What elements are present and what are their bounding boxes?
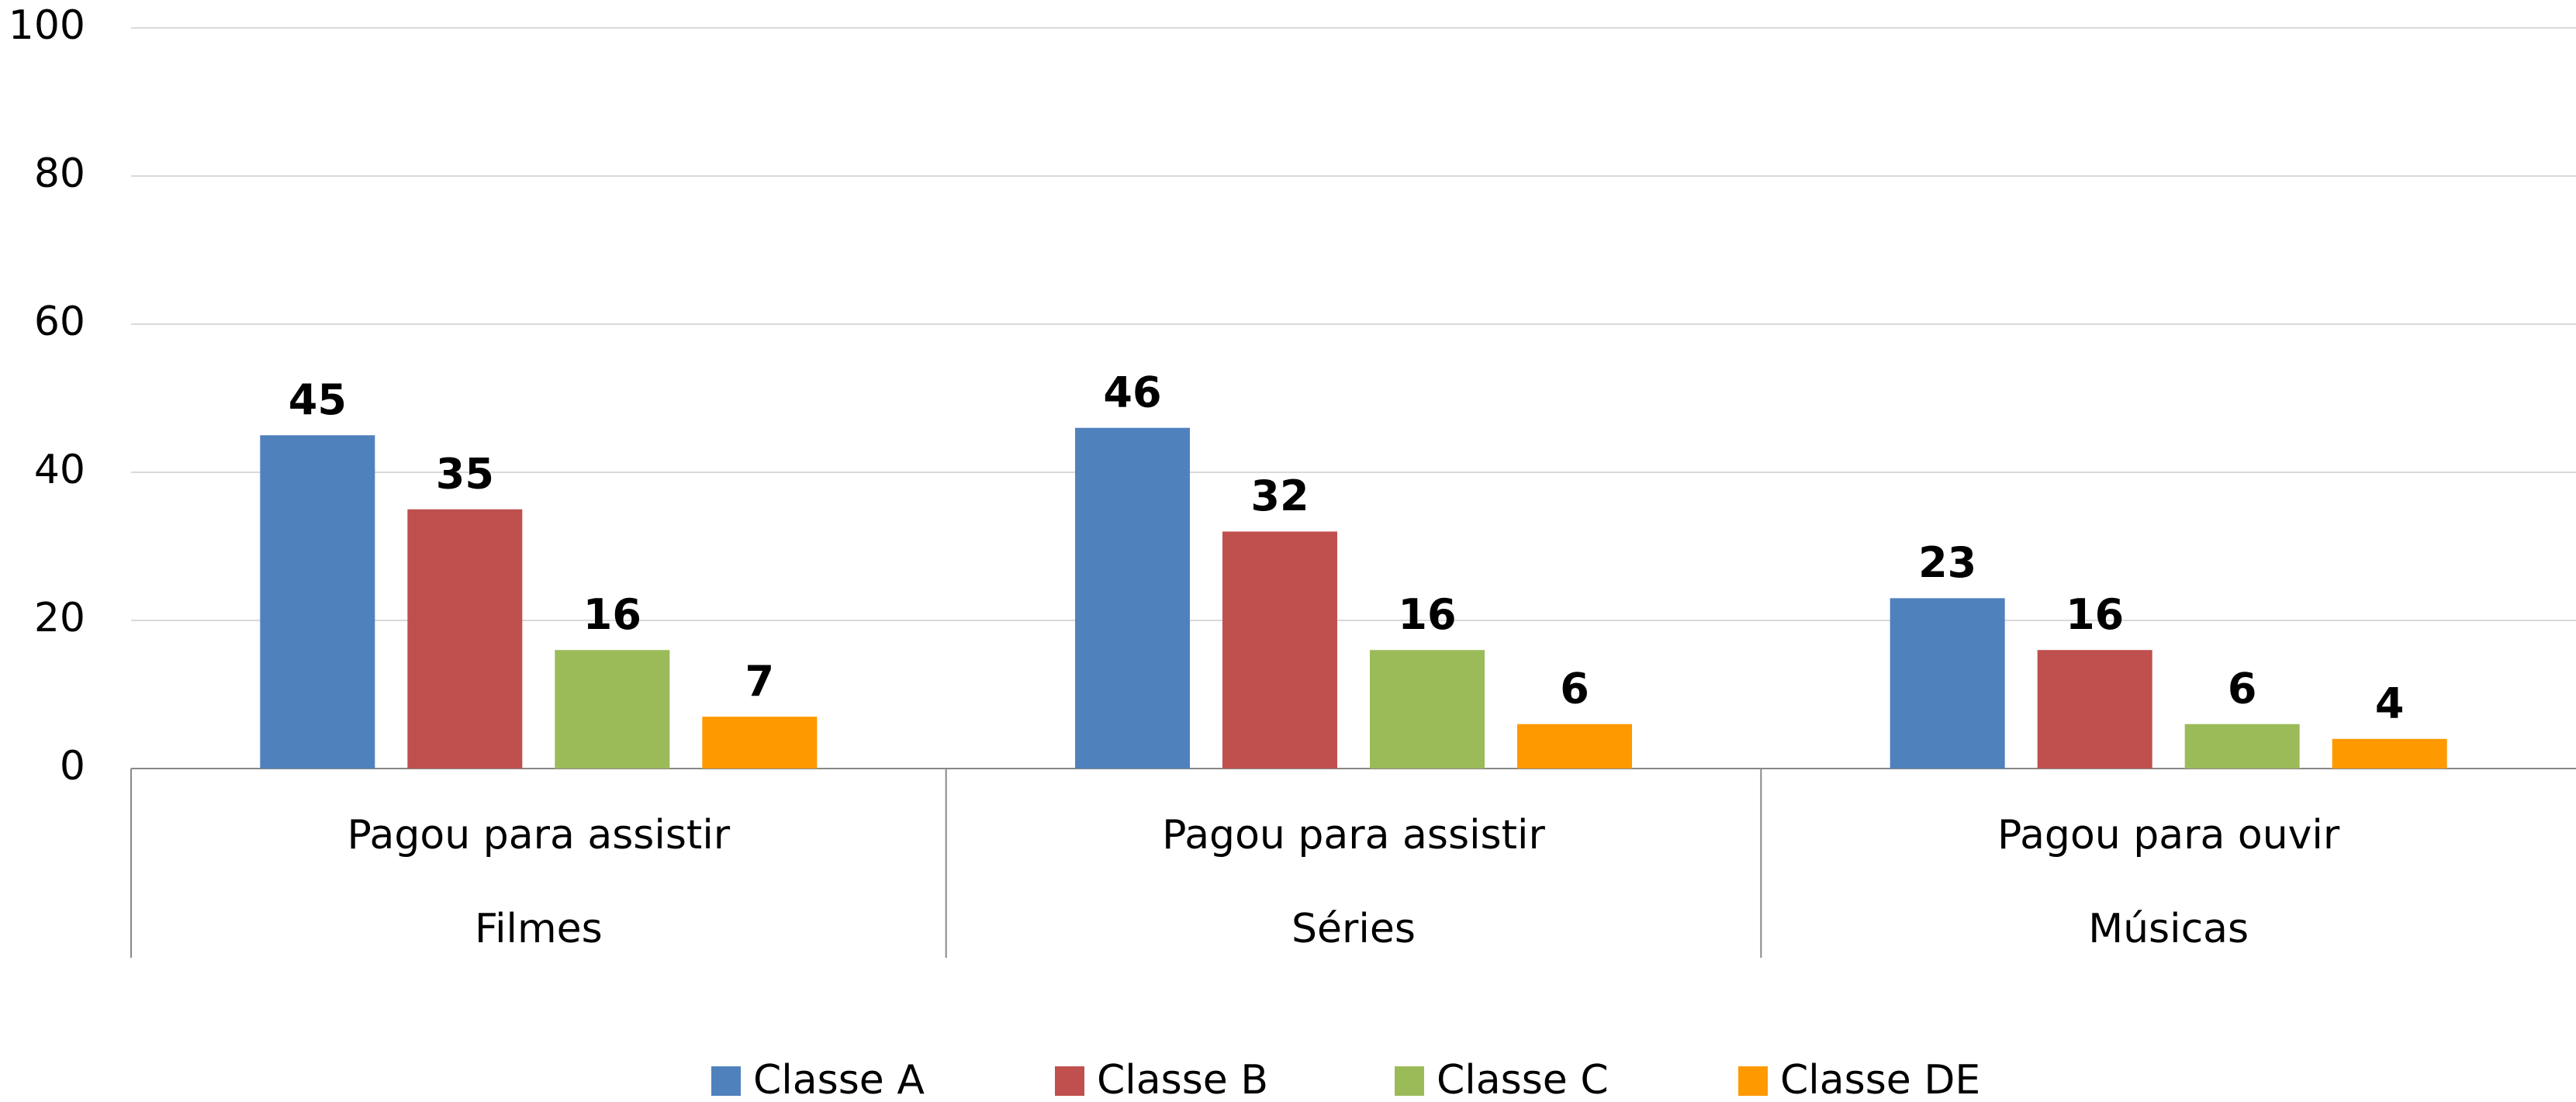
- data-label: 4: [2375, 679, 2405, 727]
- data-label: 6: [2228, 664, 2257, 713]
- bar: [1075, 427, 1190, 769]
- legend-label: Classe DE: [1780, 1057, 1980, 1102]
- legend-label: Classe C: [1437, 1057, 1609, 1102]
- bar: [260, 435, 375, 769]
- data-label: 6: [1560, 664, 1589, 713]
- bar: [555, 650, 670, 769]
- y-tick-label: 100: [9, 2, 85, 49]
- data-label: 16: [583, 590, 641, 639]
- data-label: 16: [1398, 590, 1456, 639]
- bar: [2037, 650, 2152, 769]
- bar: [1890, 598, 2005, 769]
- legend-label: Classe A: [753, 1057, 925, 1102]
- bar: [2332, 738, 2447, 769]
- data-label: 46: [1103, 368, 1161, 416]
- y-tick-label: 80: [34, 150, 85, 197]
- bar: [1517, 724, 1632, 769]
- bar: [2184, 724, 2300, 769]
- x-tick-label: Músicas: [2088, 906, 2249, 952]
- y-tick-label: 40: [34, 447, 85, 493]
- legend-label: Classe B: [1097, 1057, 1268, 1102]
- legend-swatch: [1395, 1066, 1424, 1096]
- x-tick-label: Filmes: [475, 906, 603, 952]
- data-label: 23: [1918, 538, 1976, 587]
- data-label: 45: [289, 375, 347, 424]
- legend-swatch: [1055, 1066, 1084, 1096]
- y-tick-label: 60: [34, 299, 85, 345]
- x-group-label: Pagou para assistir: [1162, 812, 1545, 858]
- y-tick-label: 0: [60, 743, 85, 789]
- y-tick-label: 20: [34, 595, 85, 641]
- data-label: 7: [745, 657, 775, 706]
- x-group-label: Pagou para ouvir: [1997, 812, 2340, 858]
- bar: [1222, 531, 1337, 769]
- data-label: 16: [2066, 590, 2124, 639]
- x-group-label: Pagou para assistir: [348, 812, 731, 858]
- data-label: 35: [436, 449, 494, 498]
- bar: [407, 509, 523, 769]
- x-tick-label: Séries: [1291, 906, 1416, 952]
- bar: [702, 717, 818, 769]
- legend-swatch: [1738, 1066, 1768, 1096]
- data-label: 32: [1250, 472, 1309, 520]
- bar: [1370, 650, 1485, 769]
- legend-swatch: [711, 1066, 741, 1096]
